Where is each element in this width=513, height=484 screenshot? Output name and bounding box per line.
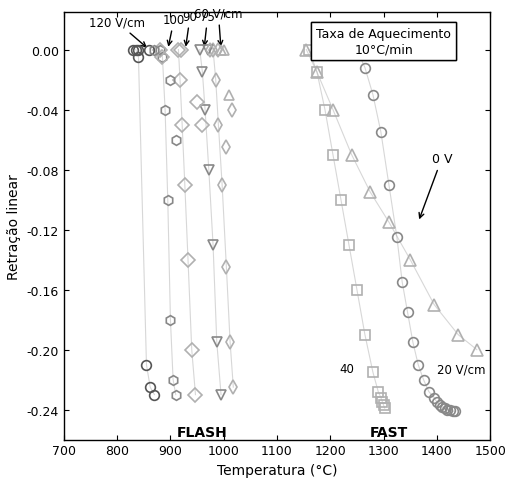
- X-axis label: Temperatura (°C): Temperatura (°C): [216, 463, 337, 477]
- Text: 120 V/cm: 120 V/cm: [89, 16, 146, 47]
- Text: Taxa de Aquecimento
10°C/min: Taxa de Aquecimento 10°C/min: [316, 28, 451, 56]
- Text: 100: 100: [163, 14, 185, 46]
- Text: FAST: FAST: [370, 425, 408, 439]
- Text: Taxa de Aquecimento
10°C/min: Taxa de Aquecimento 10°C/min: [316, 28, 451, 56]
- Text: 0 V: 0 V: [419, 153, 452, 219]
- Text: 20 V/cm: 20 V/cm: [437, 363, 485, 376]
- Y-axis label: Retração linear: Retração linear: [7, 174, 21, 279]
- Text: 75: 75: [200, 11, 215, 46]
- Text: FLASH: FLASH: [177, 425, 228, 439]
- Text: 90: 90: [183, 11, 198, 46]
- Text: 40: 40: [340, 363, 354, 376]
- Text: 60 V/cm: 60 V/cm: [194, 7, 243, 46]
